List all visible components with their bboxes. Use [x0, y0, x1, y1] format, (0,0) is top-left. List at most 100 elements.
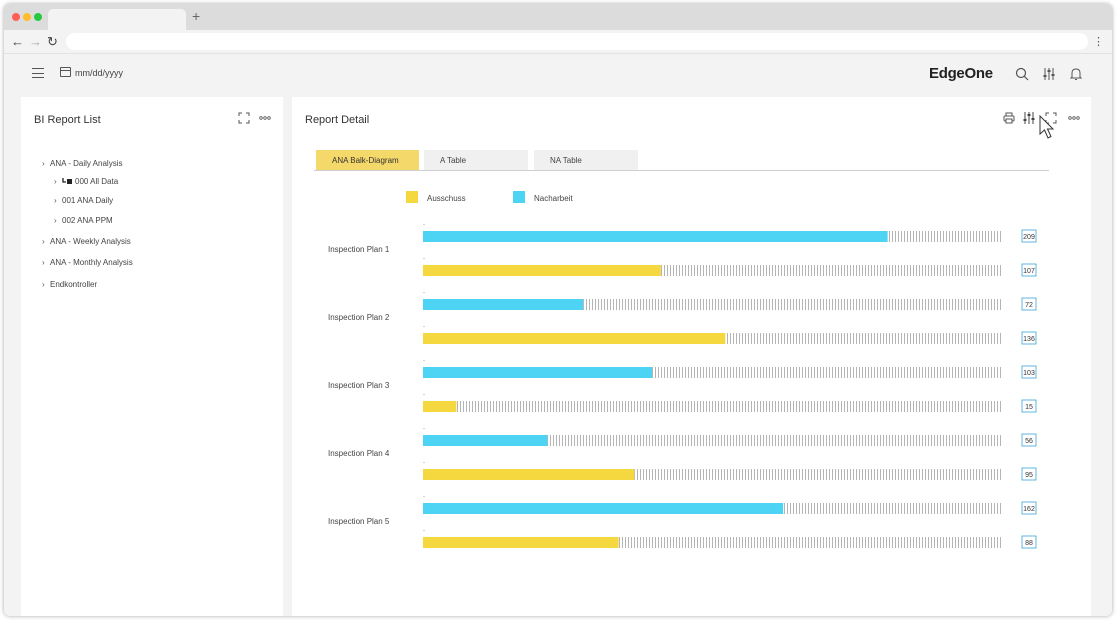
chevron-right-icon: › — [42, 280, 45, 289]
brand-logo: EdgeOne — [929, 65, 993, 82]
value-label-box — [1021, 365, 1037, 379]
bar-ausschuss-1[interactable] — [423, 265, 661, 276]
chevron-right-icon: › — [42, 237, 45, 246]
close-window-button[interactable] — [12, 13, 20, 21]
bar-track — [456, 401, 1001, 412]
value-label: 72 — [1025, 302, 1033, 309]
bar-chart: Inspection Plan 1 - 209 - 107 Inspection Plan… — [328, 222, 1037, 549]
tree-item-all-data[interactable]: › 000 All Data — [54, 177, 118, 186]
bar-ausschuss-5[interactable] — [423, 537, 619, 548]
print-icon[interactable] — [1002, 111, 1016, 125]
maximize-window-button[interactable] — [34, 13, 42, 21]
bar-tick-marker: - — [423, 392, 425, 398]
report-detail-panel: Report Detail ANA Balk-Diagram A Table N… — [292, 97, 1091, 616]
tree-item-ana-ppm[interactable]: › 002 ANA PPM — [54, 216, 113, 225]
app-header: mm/dd/yyyy EdgeOne — [4, 54, 1112, 96]
bar-nacharbeit-1[interactable] — [423, 231, 888, 242]
browser-tab[interactable] — [48, 9, 186, 30]
back-icon[interactable]: ← — [11, 34, 24, 49]
bar-ausschuss-2[interactable] — [423, 333, 726, 344]
bar-track — [618, 537, 1001, 548]
value-label: 136 — [1023, 336, 1035, 343]
value-label: 95 — [1025, 472, 1033, 479]
url-input[interactable] — [66, 33, 1088, 50]
tree-item-monthly-analysis[interactable]: › ANA - Monthly Analysis — [42, 258, 133, 267]
expand-icon[interactable] — [237, 111, 251, 125]
tree-item-label: ANA - Monthly Analysis — [50, 258, 133, 267]
chevron-right-icon: › — [54, 196, 57, 205]
mouse-cursor-icon — [1039, 115, 1055, 139]
bar-nacharbeit-4[interactable] — [423, 435, 548, 446]
calendar-icon[interactable] — [60, 67, 71, 77]
value-label: 15 — [1025, 404, 1033, 411]
bar-tick-marker: - — [423, 460, 425, 466]
tree-item-daily-analysis[interactable]: › ANA - Daily Analysis — [42, 159, 122, 168]
bell-icon[interactable] — [1068, 66, 1084, 82]
browser-titlebar: + — [4, 4, 1112, 30]
chevron-right-icon: › — [42, 159, 45, 168]
value-label: 103 — [1023, 370, 1035, 377]
tree-item-ana-daily[interactable]: › 001 ANA Daily — [54, 196, 113, 205]
bar-nacharbeit-3[interactable] — [423, 367, 652, 378]
bar-track — [651, 367, 1001, 378]
legend-swatch-ausschuss — [406, 191, 418, 203]
bar-tick-marker: - — [423, 324, 425, 330]
bar-track — [634, 469, 1001, 480]
bar-tick-marker: - — [423, 256, 425, 262]
value-label: 162 — [1023, 506, 1035, 513]
value-label-box — [1021, 399, 1037, 413]
expand-icon[interactable] — [1044, 111, 1058, 125]
tree-item-weekly-analysis[interactable]: › ANA - Weekly Analysis — [42, 237, 131, 246]
legend-label-ausschuss: Ausschuss — [427, 194, 466, 203]
value-label-box — [1021, 501, 1037, 515]
date-input[interactable]: mm/dd/yyyy — [75, 68, 124, 78]
bar-track — [725, 333, 1001, 344]
category-label: Inspection Plan 1 — [328, 245, 390, 254]
tab-a-table[interactable]: A Table — [424, 150, 528, 170]
tree-item-endkontroller[interactable]: › Endkontroller — [42, 280, 97, 289]
value-label: 209 — [1023, 234, 1035, 241]
value-label-box — [1021, 535, 1037, 549]
more-icon[interactable] — [258, 111, 272, 125]
tab-na-table[interactable]: NA Table — [534, 150, 638, 170]
bar-nacharbeit-5[interactable] — [423, 503, 784, 514]
bar-track — [783, 503, 1001, 514]
bar-tick-marker: - — [423, 494, 425, 500]
sliders-icon[interactable] — [1022, 111, 1036, 125]
bar-ausschuss-3[interactable] — [423, 401, 457, 412]
value-label-box — [1021, 433, 1037, 447]
minimize-window-button[interactable] — [23, 13, 31, 21]
bar-nacharbeit-2[interactable] — [423, 299, 584, 310]
chevron-right-icon: › — [42, 258, 45, 267]
legend-swatch-nacharbeit — [513, 191, 525, 203]
legend-label-nacharbeit: Nacharbeit — [534, 194, 573, 203]
bar-tick-marker: - — [423, 290, 425, 296]
menu-icon[interactable] — [32, 68, 44, 78]
bar-ausschuss-4[interactable] — [423, 469, 635, 480]
new-tab-button[interactable]: + — [192, 8, 201, 24]
bar-track — [583, 299, 1001, 310]
browser-menu-icon[interactable]: ⋮ — [1093, 36, 1104, 48]
bar-tick-marker: - — [423, 222, 425, 228]
bar-track — [660, 265, 1001, 276]
forward-icon[interactable]: → — [29, 34, 42, 49]
search-icon[interactable] — [1014, 66, 1030, 82]
tree-item-label: 000 All Data — [75, 177, 119, 186]
tree-item-label: 002 ANA PPM — [62, 216, 113, 225]
category-label: Inspection Plan 2 — [328, 313, 390, 322]
chevron-right-icon: › — [54, 216, 57, 225]
bar-tick-marker: - — [423, 528, 425, 534]
value-label: 88 — [1025, 540, 1033, 547]
value-label-box — [1021, 229, 1037, 243]
tree-item-label: 001 ANA Daily — [62, 196, 114, 205]
panel-title: BI Report List — [34, 114, 101, 126]
reload-icon[interactable]: ↻ — [47, 34, 58, 49]
folder-link-icon — [62, 178, 72, 184]
bar-tick-marker: - — [423, 426, 425, 432]
browser-address-bar: ← → ↻ ⋮ — [4, 30, 1112, 54]
value-label-box — [1021, 263, 1037, 277]
sliders-icon[interactable] — [1041, 66, 1057, 82]
category-label: Inspection Plan 3 — [328, 381, 390, 390]
tab-balk-diagram[interactable]: ANA Balk-Diagram — [316, 150, 419, 170]
more-icon[interactable] — [1067, 111, 1081, 125]
